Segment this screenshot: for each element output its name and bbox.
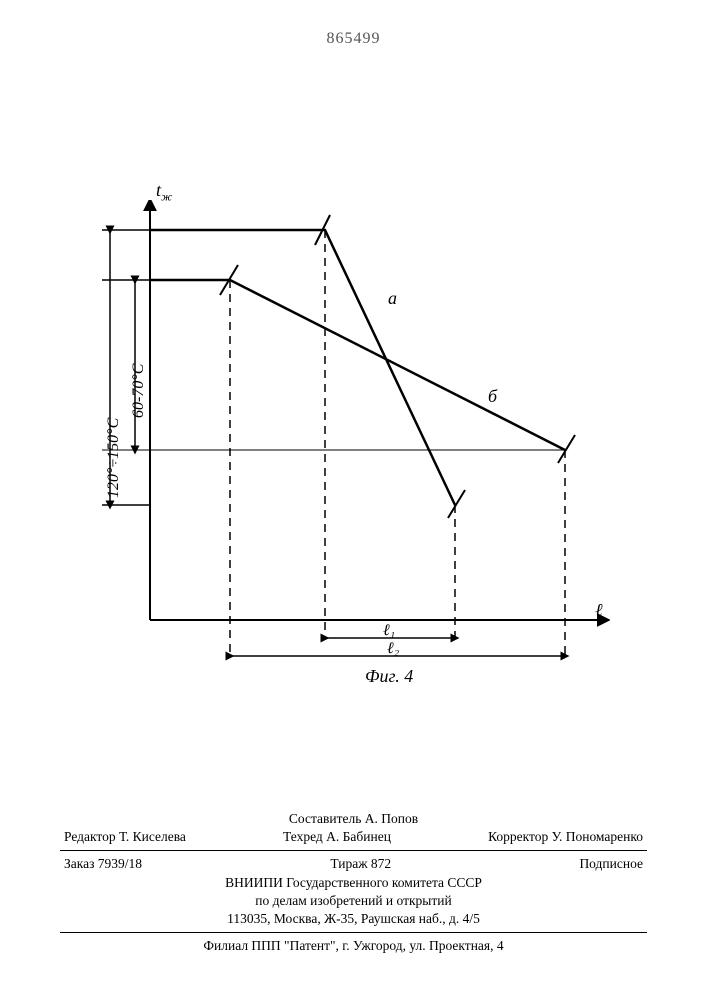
- org-line-2: по делам изобретений и открытий: [60, 892, 647, 910]
- org-line-1: ВНИИПИ Государственного комитета СССР: [60, 874, 647, 892]
- page: 865499: [0, 0, 707, 1000]
- curve-b-label: б: [488, 386, 497, 407]
- composer-line: Составитель А. Попов: [60, 810, 647, 828]
- curve-b: [150, 280, 565, 450]
- imprint-block: Составитель А. Попов Редактор Т. Киселев…: [60, 810, 647, 956]
- subscription: Подписное: [579, 855, 643, 873]
- curve-a-label: а: [388, 288, 397, 309]
- filial-line: Филиал ППП "Патент", г. Ужгород, ул. Про…: [60, 937, 647, 955]
- order-number: Заказ 7939/18: [64, 855, 142, 873]
- x-dim-l1-label: ℓ₁: [383, 622, 395, 640]
- curve-a: [150, 230, 455, 505]
- x-axis-label: ℓ: [595, 600, 603, 621]
- editor: Редактор Т. Киселева: [64, 828, 186, 846]
- figure-caption: Фиг. 4: [365, 666, 413, 687]
- tirazh: Тираж 872: [330, 855, 391, 873]
- address-line: 113035, Москва, Ж-35, Раушская наб., д. …: [60, 910, 647, 928]
- figure-svg: [90, 200, 610, 680]
- y-dim-inner-label: 60-70°С: [130, 364, 148, 418]
- credits-row: Редактор Т. Киселева Техред А. Бабинец К…: [60, 828, 647, 846]
- patent-number: 865499: [0, 30, 707, 48]
- divider-1: [60, 850, 647, 851]
- x-dim-l2-label: ℓ₂: [387, 640, 399, 658]
- order-row: Заказ 7939/18 Тираж 872 Подписное: [60, 855, 647, 873]
- y-axis-label: tж: [156, 180, 172, 205]
- techred: Техред А. Бабинец: [283, 828, 391, 846]
- figure-4: tж ℓ 120°÷150°С 60-70°С а б ℓ₁ ℓ₂ Фиг. 4: [90, 200, 610, 660]
- divider-2: [60, 932, 647, 933]
- corrector: Корректор У. Пономаренко: [488, 828, 643, 846]
- y-dim-outer-label: 120°÷150°С: [105, 418, 123, 498]
